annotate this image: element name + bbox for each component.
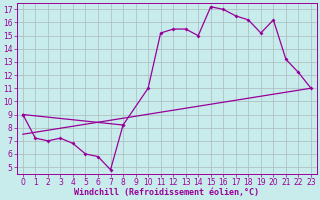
X-axis label: Windchill (Refroidissement éolien,°C): Windchill (Refroidissement éolien,°C) — [74, 188, 260, 197]
